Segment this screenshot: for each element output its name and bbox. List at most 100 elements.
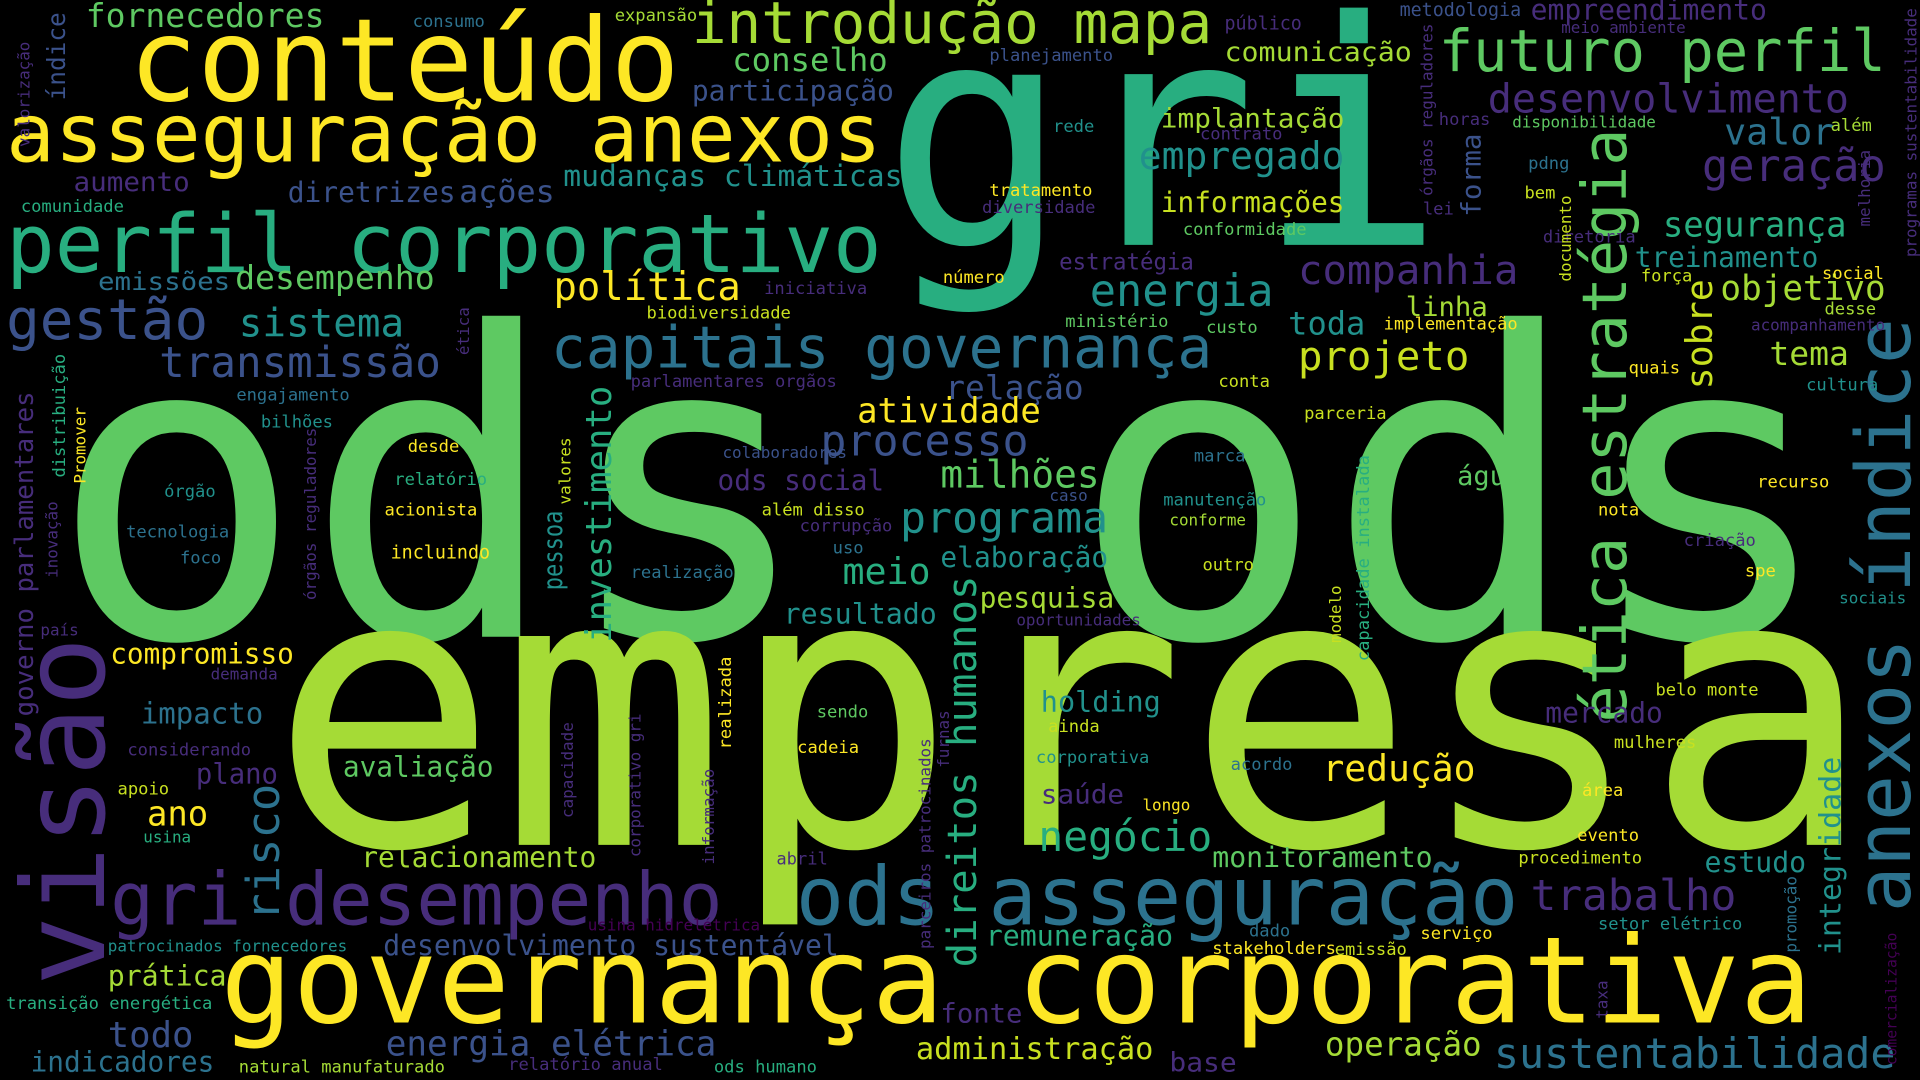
word: melhoria bbox=[1855, 150, 1874, 227]
word: saúde bbox=[1041, 779, 1124, 810]
word: gestão bbox=[6, 288, 208, 353]
word: energia bbox=[1090, 266, 1274, 317]
word: forma bbox=[1456, 133, 1487, 216]
word: custo bbox=[1206, 318, 1258, 338]
word: anexos índice bbox=[1840, 318, 1920, 912]
word: bem bbox=[1524, 183, 1555, 203]
word: nota bbox=[1598, 501, 1639, 521]
word: linha bbox=[1406, 292, 1488, 323]
word: incluindo bbox=[391, 542, 490, 563]
word: caso bbox=[1049, 486, 1087, 505]
word: diretoria bbox=[1543, 227, 1636, 247]
word: recurso bbox=[1757, 472, 1829, 492]
word: expansão bbox=[615, 6, 697, 26]
word: órgãos reguladores bbox=[1418, 24, 1437, 196]
word: biodiversidade bbox=[647, 303, 791, 323]
word: futuro perfil bbox=[1439, 18, 1886, 85]
word: além bbox=[1831, 116, 1872, 136]
word: toda bbox=[1288, 304, 1365, 342]
word: valores bbox=[556, 437, 575, 504]
word: conteúdo bbox=[129, 0, 680, 128]
word: mulheres bbox=[1614, 733, 1696, 753]
word: desse bbox=[1824, 300, 1876, 320]
word: ações bbox=[459, 175, 555, 210]
word: sociais bbox=[1839, 589, 1906, 608]
word: informação bbox=[699, 769, 718, 865]
word: resultado bbox=[784, 597, 937, 630]
word: iniciativa bbox=[764, 279, 867, 299]
word: metodologia bbox=[1400, 0, 1522, 21]
word: política bbox=[553, 265, 740, 310]
word: pesquisa bbox=[980, 581, 1115, 614]
word: sendo bbox=[817, 703, 869, 723]
word: bilhões bbox=[261, 412, 333, 432]
word: empreendimento bbox=[1531, 0, 1767, 27]
word: disponibilidade bbox=[1512, 112, 1656, 131]
word: corporativo gri bbox=[625, 713, 644, 857]
word: transmissão bbox=[159, 338, 441, 388]
word: modelo bbox=[1326, 585, 1345, 642]
word: elaboração bbox=[940, 541, 1108, 574]
word: conformidade bbox=[1183, 220, 1307, 240]
word: parceria bbox=[1304, 404, 1386, 424]
word: segurança bbox=[1663, 205, 1847, 245]
word: pessoa bbox=[538, 511, 569, 591]
word: sobre bbox=[1678, 279, 1721, 389]
word: abril bbox=[776, 849, 828, 869]
word: corrupção bbox=[800, 516, 893, 536]
word: diretrizes bbox=[288, 176, 456, 209]
word: estratégia bbox=[1059, 248, 1194, 275]
word: visão bbox=[0, 637, 131, 986]
word: relacionamento bbox=[361, 841, 596, 874]
word: aumento bbox=[73, 167, 189, 198]
word: spe bbox=[1745, 562, 1776, 582]
word: marca bbox=[1194, 447, 1246, 467]
word: corporativa bbox=[1036, 748, 1149, 768]
word: capitais governança bbox=[551, 314, 1212, 381]
word: ética bbox=[454, 307, 473, 355]
word: empregado bbox=[1139, 134, 1345, 178]
word: perfil corporativo bbox=[6, 198, 882, 292]
word: outro bbox=[1202, 556, 1254, 576]
word: uso bbox=[833, 538, 864, 558]
word: desde bbox=[408, 437, 460, 457]
word: natural manufaturado bbox=[239, 1058, 445, 1078]
word: gri bbox=[882, 0, 1445, 319]
word: desenvolvimento sustentável bbox=[383, 929, 839, 962]
word: belo monte bbox=[1656, 681, 1759, 701]
word: desenvolvimento bbox=[1488, 75, 1849, 123]
word: evento bbox=[1577, 826, 1639, 846]
word: meio ambiente bbox=[1561, 18, 1686, 37]
word: água bbox=[1457, 461, 1522, 492]
word: remuneração bbox=[986, 919, 1173, 952]
word: tratamento bbox=[989, 181, 1092, 201]
word: programa bbox=[900, 494, 1108, 544]
word: quais bbox=[1629, 358, 1681, 378]
word: ainda bbox=[1048, 717, 1100, 737]
word: ods asseguração bbox=[796, 850, 1518, 944]
word: social bbox=[1822, 264, 1884, 284]
word: valor bbox=[1724, 110, 1834, 153]
word: colaboradores bbox=[722, 443, 847, 462]
word: mercado bbox=[1545, 696, 1663, 729]
word: inovação bbox=[43, 501, 62, 578]
word: programas sustentabilidade bbox=[1901, 8, 1920, 257]
word: realizada bbox=[716, 657, 736, 750]
word: cultura bbox=[1806, 376, 1878, 396]
word: diversidade bbox=[982, 198, 1095, 218]
word: Promover bbox=[71, 407, 90, 484]
word: plano bbox=[196, 758, 278, 791]
word: acordo bbox=[1231, 755, 1293, 775]
word: projeto bbox=[1298, 332, 1469, 380]
word: usina hidrelétrica bbox=[588, 916, 760, 935]
word: monitoramento bbox=[1212, 841, 1432, 874]
word: transição energética bbox=[6, 994, 212, 1014]
word: realização bbox=[631, 563, 734, 583]
word: fornecedores bbox=[86, 0, 325, 35]
word: dado bbox=[1249, 922, 1290, 942]
word: capacidade bbox=[558, 722, 577, 818]
word: desempenho bbox=[235, 258, 435, 297]
word: holding bbox=[1041, 685, 1161, 718]
